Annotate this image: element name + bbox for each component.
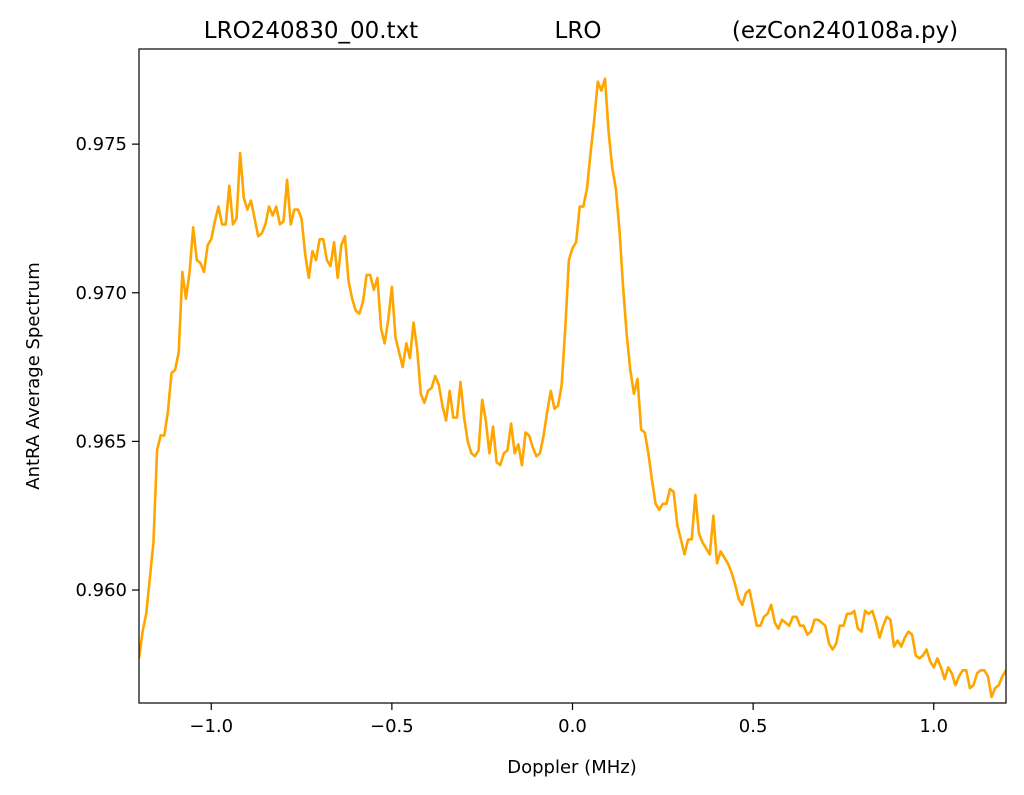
- y-tick-label: 0.975: [75, 134, 127, 155]
- y-tick-label: 0.960: [75, 580, 127, 601]
- chart-title-center: LRO: [555, 18, 602, 44]
- x-tick-label: −0.5: [370, 716, 414, 737]
- series-line: [139, 77, 1006, 699]
- y-tick-label: 0.970: [75, 283, 127, 304]
- x-tick-label: 1.0: [919, 716, 948, 737]
- x-tick-label: 0.0: [558, 716, 587, 737]
- chart-title-left: LRO240830_00.txt: [204, 18, 418, 44]
- x-axis-label: Doppler (MHz): [507, 757, 636, 778]
- x-tick-label: 0.5: [739, 716, 768, 737]
- y-axis-ticks: 0.960 0.965 0.970 0.975: [75, 134, 139, 601]
- chart-title-right: (ezCon240108a.py): [732, 18, 958, 44]
- y-tick-label: 0.965: [75, 431, 127, 452]
- x-axis-ticks: −1.0 −0.5 0.0 0.5 1.0: [189, 703, 948, 737]
- x-tick-label: −1.0: [189, 716, 233, 737]
- y-axis-label: AntRA Average Spectrum: [23, 262, 44, 489]
- plot-frame: [138, 48, 1007, 704]
